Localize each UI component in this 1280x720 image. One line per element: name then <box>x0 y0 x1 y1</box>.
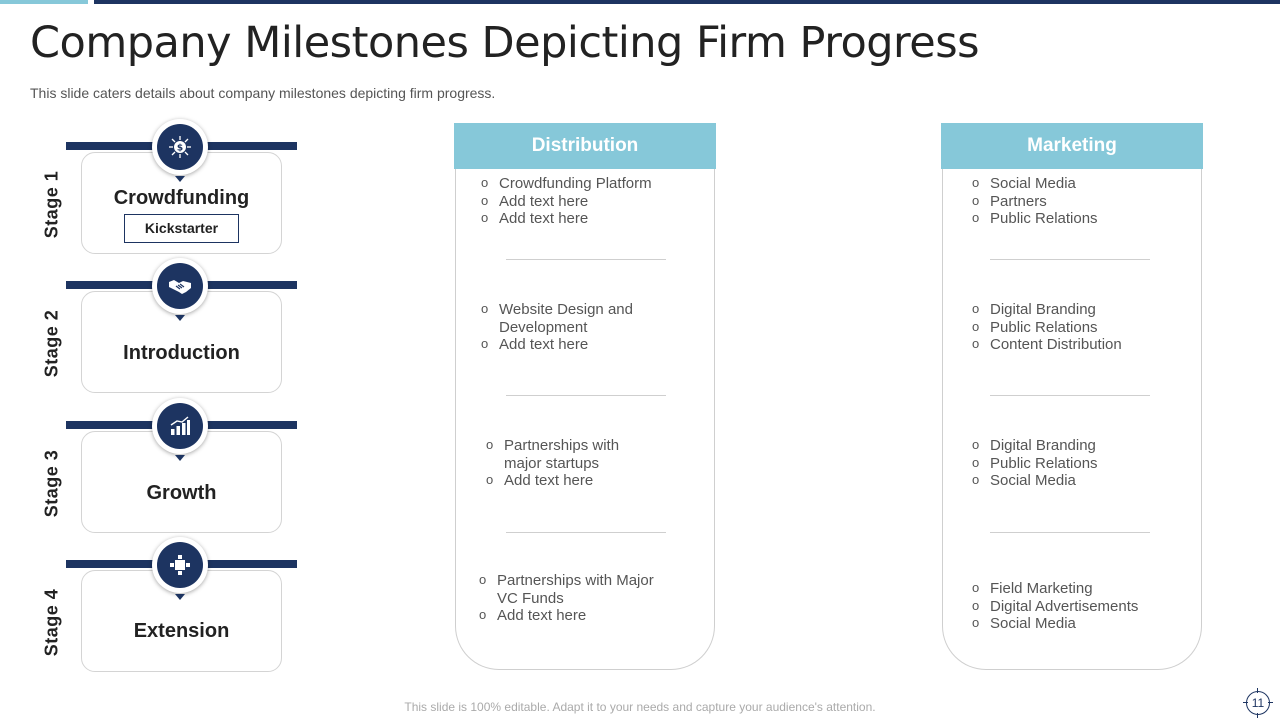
top-accent-bar-light <box>0 0 88 4</box>
marketing-header: Marketing <box>941 123 1203 169</box>
page-title: Company Milestones Depicting Firm Progre… <box>30 18 980 68</box>
list-item: Add text here <box>481 192 701 211</box>
handshake-icon <box>169 280 191 294</box>
stage-2-label: Stage 2 <box>41 309 62 377</box>
list-item: Social Media <box>972 614 1192 633</box>
distribution-divider <box>506 395 666 396</box>
list-item: Public Relations <box>972 318 1192 337</box>
list-item: Crowdfunding Platform <box>481 174 701 193</box>
stage-1-label: Stage 1 <box>41 170 62 238</box>
stage-2-card: Stage 2 Introduction <box>40 258 300 401</box>
stage-3-icon-badge <box>152 398 208 461</box>
list-item: Social Media <box>972 471 1192 490</box>
marketing-group-4: Field Marketing Digital Advertisements S… <box>972 579 1192 633</box>
stage-4-card: Stage 4 Extension <box>40 537 300 680</box>
distribution-group-4: Partnerships with Major VC Funds Add tex… <box>479 571 671 625</box>
marketing-frame <box>942 163 1202 670</box>
distribution-header: Distribution <box>454 123 716 169</box>
marketing-column: Marketing Social Media Partners Public R… <box>941 123 1203 671</box>
stage-3-label: Stage 3 <box>41 449 62 517</box>
stage-2-icon-badge <box>152 258 208 321</box>
list-item: Add text here <box>481 335 649 354</box>
list-item: Partners <box>972 192 1192 211</box>
distribution-column: Distribution Crowdfunding Platform Add t… <box>454 123 716 671</box>
stage-1-tag: Kickstarter <box>124 214 239 243</box>
list-item: Partnerships with Major VC Funds <box>479 571 671 607</box>
dollar-network-icon: $ <box>169 136 191 158</box>
stage-4-label: Stage 4 <box>41 588 62 656</box>
svg-text:$: $ <box>177 144 183 154</box>
list-item: Digital Branding <box>972 300 1192 319</box>
list-item: Content Distribution <box>972 335 1192 354</box>
marketing-divider <box>990 532 1150 533</box>
list-item: Social Media <box>972 174 1192 193</box>
distribution-frame <box>455 163 715 670</box>
list-item: Add text here <box>486 471 636 490</box>
stage-1-name: Crowdfunding <box>113 187 250 209</box>
list-item: Add text here <box>479 606 671 625</box>
list-item: Public Relations <box>972 454 1192 473</box>
marketing-group-3: Digital Branding Public Relations Social… <box>972 436 1192 490</box>
list-item: Field Marketing <box>972 579 1192 598</box>
stage-4-icon-badge <box>152 537 208 600</box>
marketing-divider <box>990 259 1150 260</box>
marketing-group-1: Social Media Partners Public Relations <box>972 174 1192 228</box>
top-accent-bar-dark <box>94 0 1280 4</box>
list-item: Website Design and Development <box>481 300 649 336</box>
list-item: Add text here <box>481 209 701 228</box>
stage-2-name: Introduction <box>123 342 240 364</box>
stage-4-name: Extension <box>133 620 230 642</box>
page-number: 11 <box>1246 691 1270 715</box>
stage-1-card: Stage 1 $ Crowdfunding Kickstarter <box>40 119 300 262</box>
puzzle-expansion-icon <box>170 555 190 575</box>
list-item: Partnerships with major startups <box>486 436 636 472</box>
page-number-badge: 11 <box>1243 688 1273 718</box>
stage-3-card: Stage 3 Growth <box>40 398 300 541</box>
distribution-group-2: Website Design and Development Add text … <box>481 300 649 354</box>
distribution-divider <box>506 532 666 533</box>
marketing-divider <box>990 395 1150 396</box>
distribution-divider <box>506 259 666 260</box>
page-subtitle: This slide caters details about company … <box>30 85 496 101</box>
list-item: Digital Advertisements <box>972 597 1192 616</box>
list-item: Digital Branding <box>972 436 1192 455</box>
bar-chart-growth-icon <box>170 416 190 435</box>
distribution-group-1: Crowdfunding Platform Add text here Add … <box>481 174 701 228</box>
stage-1-icon-badge: $ <box>152 119 208 182</box>
list-item: Public Relations <box>972 209 1192 228</box>
stage-3-name: Growth <box>146 482 217 504</box>
distribution-group-3: Partnerships with major startups Add tex… <box>486 436 636 490</box>
marketing-group-2: Digital Branding Public Relations Conten… <box>972 300 1192 354</box>
footer-note: This slide is 100% editable. Adapt it to… <box>404 700 876 714</box>
